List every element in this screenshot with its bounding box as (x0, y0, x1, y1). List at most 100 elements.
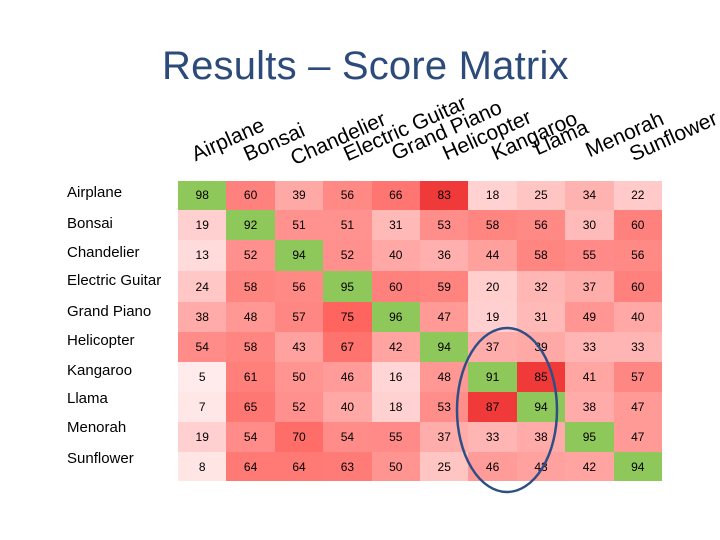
row-header: Sunflower (67, 450, 134, 467)
matrix-cell: 54 (226, 422, 275, 452)
matrix-cell: 60 (613, 271, 662, 302)
matrix-cell: 58 (226, 271, 275, 302)
matrix-cell: 16 (371, 361, 420, 392)
matrix-cell: 37 (420, 422, 469, 452)
matrix-cell: 61 (226, 361, 275, 392)
matrix-cell: 47 (420, 302, 469, 332)
matrix-cell: 87 (468, 392, 517, 422)
matrix-cell: 33 (613, 331, 662, 362)
matrix-cell: 75 (323, 302, 372, 332)
matrix-cell: 51 (323, 209, 372, 240)
matrix-cell: 53 (420, 209, 469, 240)
row-header: Bonsai (67, 215, 113, 232)
matrix-cell: 55 (565, 239, 614, 271)
matrix-cell: 70 (274, 422, 324, 452)
matrix-cell: 64 (274, 452, 324, 481)
matrix-cell: 55 (371, 422, 420, 452)
row-header: Kangaroo (67, 362, 133, 379)
matrix-cell: 36 (420, 239, 469, 271)
matrix-cell: 94 (420, 331, 469, 362)
matrix-cell: 20 (468, 271, 517, 302)
matrix-cell: 56 (613, 239, 662, 271)
matrix-cell: 50 (274, 361, 324, 392)
matrix-cell: 37 (468, 331, 517, 362)
matrix-cell: 52 (274, 392, 324, 422)
matrix-cell: 30 (565, 209, 614, 240)
matrix-cell: 95 (323, 271, 372, 302)
row-header: Llama (67, 390, 108, 407)
matrix-cell: 96 (371, 302, 420, 332)
row-header: Electric Guitar (67, 272, 162, 289)
matrix-cell: 60 (226, 181, 275, 210)
matrix-cell: 50 (371, 452, 420, 481)
matrix-cell: 5 (178, 361, 227, 392)
matrix-cell: 85 (516, 361, 566, 392)
matrix-cell: 94 (516, 392, 566, 422)
matrix-cell: 67 (323, 331, 372, 362)
matrix-cell: 8 (178, 452, 227, 481)
matrix-cell: 66 (371, 181, 420, 210)
matrix-cell: 25 (420, 452, 469, 481)
matrix-cell: 44 (468, 239, 517, 271)
matrix-cell: 56 (516, 209, 566, 240)
matrix-cell: 48 (226, 302, 275, 332)
matrix-cell: 54 (323, 422, 372, 452)
matrix-cell: 42 (371, 331, 420, 362)
matrix-cell: 19 (178, 422, 227, 452)
matrix-cell: 39 (274, 181, 324, 210)
matrix-cell: 47 (613, 392, 662, 422)
matrix-cell: 46 (323, 361, 372, 392)
matrix-cell: 18 (468, 181, 517, 210)
matrix-cell: 41 (565, 361, 614, 392)
matrix-cell: 42 (565, 452, 614, 481)
matrix-cell: 57 (613, 361, 662, 392)
matrix-cell: 60 (371, 271, 420, 302)
matrix-cell: 59 (420, 271, 469, 302)
matrix-cell: 83 (420, 181, 469, 210)
matrix-cell: 25 (516, 181, 566, 210)
matrix-cell: 33 (468, 422, 517, 452)
matrix-cell: 38 (178, 302, 227, 332)
matrix-cell: 48 (420, 361, 469, 392)
matrix-cell: 63 (323, 452, 372, 481)
matrix-cell: 40 (613, 302, 662, 332)
matrix-cell: 38 (516, 422, 566, 452)
matrix-cell: 58 (468, 209, 517, 240)
matrix-cell: 65 (226, 392, 275, 422)
score-matrix: 98 60 39 56 66 83 18 25 34 22 19 92 51 51 31 53 58 56 30 60… (178, 181, 662, 481)
matrix-cell: 22 (613, 181, 662, 210)
matrix-cell: 43 (274, 331, 324, 362)
matrix-cell: 47 (613, 422, 662, 452)
matrix-cell: 31 (371, 209, 420, 240)
matrix-cell: 52 (226, 239, 275, 271)
row-header: Airplane (67, 184, 123, 201)
matrix-cell: 52 (323, 239, 372, 271)
matrix-cell: 13 (178, 239, 227, 271)
row-header: Helicopter (67, 332, 135, 349)
matrix-cell: 24 (178, 271, 227, 302)
row-header: Grand Piano (67, 303, 152, 320)
matrix-cell: 58 (516, 239, 566, 271)
matrix-cell: 43 (516, 452, 566, 481)
matrix-cell: 98 (178, 181, 227, 210)
matrix-cell: 19 (178, 209, 227, 240)
matrix-cell: 56 (323, 181, 372, 210)
row-header: Menorah (67, 419, 127, 436)
matrix-cell: 49 (565, 302, 614, 332)
matrix-cell: 51 (274, 209, 324, 240)
matrix-cell: 94 (613, 452, 662, 481)
matrix-cell: 94 (274, 239, 324, 271)
row-header: Chandelier (67, 244, 140, 261)
matrix-cell: 58 (226, 331, 275, 362)
matrix-cell: 18 (371, 392, 420, 422)
matrix-cell: 19 (468, 302, 517, 332)
matrix-cell: 95 (565, 422, 614, 452)
matrix-cell: 40 (323, 392, 372, 422)
matrix-cell: 31 (516, 302, 566, 332)
matrix-cell: 54 (178, 331, 227, 362)
page-title: Results – Score Matrix (162, 44, 569, 88)
matrix-cell: 40 (371, 239, 420, 271)
matrix-cell: 33 (565, 331, 614, 362)
matrix-cell: 38 (565, 392, 614, 422)
matrix-cell: 7 (178, 392, 227, 422)
